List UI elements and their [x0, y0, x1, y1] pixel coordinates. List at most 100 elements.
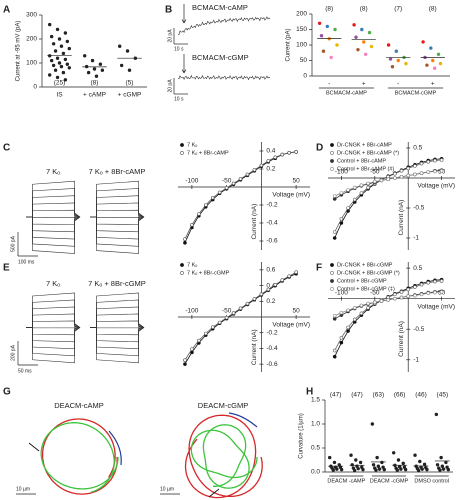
data-point: [394, 49, 399, 53]
data-point: [294, 270, 298, 275]
data-point: [406, 294, 411, 299]
y-tick-label: 200: [296, 11, 307, 18]
n-label: (47): [330, 392, 342, 399]
data-point: [339, 467, 344, 472]
data-point: [426, 170, 431, 174]
data-point: [90, 58, 95, 63]
data-point: [339, 310, 344, 315]
data-point: [366, 301, 370, 306]
data-point: [354, 35, 358, 39]
n-label: (8): [91, 80, 99, 87]
trace-title: BCMACM-cAMP: [192, 3, 248, 12]
data-point: [332, 354, 337, 359]
data-point: [426, 291, 431, 295]
y-tick-label: 200: [26, 36, 37, 43]
data-point: [413, 285, 417, 289]
legend-marker: [180, 263, 184, 267]
data-point: [245, 301, 250, 306]
data-point: [363, 52, 368, 56]
data-point: [425, 467, 429, 472]
data-point: [393, 292, 397, 297]
y-tick-label: 0.5: [413, 145, 422, 152]
y-tick-label: -0.6: [266, 361, 278, 368]
data-point: [352, 197, 357, 202]
trajectory-red: [184, 414, 263, 499]
data-point: [370, 422, 375, 426]
data-point: [190, 347, 194, 352]
data-point: [438, 468, 442, 472]
current-trace: [26, 327, 81, 364]
y-tick-label: 0.4: [266, 148, 275, 155]
data-point: [439, 158, 444, 162]
data-point: [339, 340, 344, 345]
data-point: [327, 455, 332, 460]
y-tick-label: 1.5: [311, 397, 320, 404]
chart-line: -100 -50 50 -0.6 -0.4 -0.2 0.2 0.4 0.6 Voltage (m…: [178, 262, 310, 372]
n-label: (45): [437, 392, 449, 399]
trajectory-green: [40, 422, 119, 493]
n-label: (46): [415, 392, 427, 399]
scale-label: 500 pA: [10, 235, 16, 252]
data-point: [266, 287, 271, 292]
data-point: [332, 197, 337, 201]
scale-label: 100 ms: [18, 259, 35, 265]
current-trace: [90, 216, 145, 240]
data-point: [413, 172, 417, 177]
trace-label: 7 Kₒ: [46, 167, 60, 176]
data-point: [252, 168, 257, 172]
data-point: [431, 58, 435, 63]
data-point: [393, 296, 397, 301]
data-point: [418, 459, 422, 464]
current-trace: [26, 216, 81, 240]
data-point: [404, 61, 408, 66]
data-point: [48, 22, 52, 27]
legend-marker: [330, 271, 334, 275]
y-tick-label: 300: [26, 12, 37, 19]
scale-label: 10 µm: [160, 486, 174, 492]
legend-label: Dr-CNGK + 8Br-cAMP: [337, 142, 392, 148]
x-tick-label: -: [328, 81, 330, 88]
trajectory-green: [190, 424, 258, 489]
data-point: [346, 325, 350, 330]
y-tick-label: -0.4: [266, 345, 278, 352]
data-point: [399, 467, 403, 471]
chart-trajectory: DEACM-cAMP 10 µm: [16, 401, 122, 495]
legend-marker: [330, 143, 334, 147]
current-trace: [26, 292, 81, 328]
x-axis-label: Voltage (mV): [417, 183, 455, 190]
data-point: [210, 195, 215, 200]
flash-arrow: [181, 54, 187, 74]
current-trace: [26, 327, 81, 336]
data-point: [439, 290, 444, 294]
current-trace: [90, 306, 145, 328]
y-tick-label: -0.4: [266, 220, 278, 227]
chart-traces: 7 Kₒ 7 Kₒ + 8Br-cAMP 500 pA 100 ms: [10, 167, 145, 265]
legend-label: Dr-CNGK + 8Br-cGMP (*): [337, 270, 400, 276]
y-tick-label: 1.0: [311, 421, 320, 428]
x-axis-label: Voltage (mV): [272, 192, 310, 199]
data-point: [388, 57, 393, 61]
data-point: [319, 34, 324, 38]
data-point: [356, 466, 360, 471]
data-point: [413, 164, 417, 168]
trajectory-title: DEACM-cGMP: [198, 401, 248, 410]
current-trace: [90, 216, 145, 225]
legend-marker: [330, 263, 334, 267]
data-point: [439, 455, 443, 460]
y-axis-label: Current at -95 mV (pA): [16, 21, 22, 82]
scale-label: 50 ms: [18, 368, 32, 374]
data-point: [332, 317, 337, 321]
y-tick-label: -0.2: [266, 202, 278, 209]
data-point: [287, 274, 291, 278]
data-point: [118, 44, 122, 48]
data-point: [61, 51, 66, 56]
data-point: [382, 467, 387, 472]
data-point: [346, 329, 350, 333]
data-point: [59, 64, 64, 69]
data-point: [294, 150, 298, 154]
data-point: [238, 177, 243, 181]
data-point: [55, 75, 60, 80]
chart-dot: 0 100 200 300 Current at -95 mV (pA) (25) IS (8…: [16, 12, 147, 99]
data-point: [352, 185, 357, 190]
chart-line: -100 -50 50 -0.6 -0.4 -0.2 0.2 0.4 Voltage (mV) C…: [178, 142, 310, 250]
